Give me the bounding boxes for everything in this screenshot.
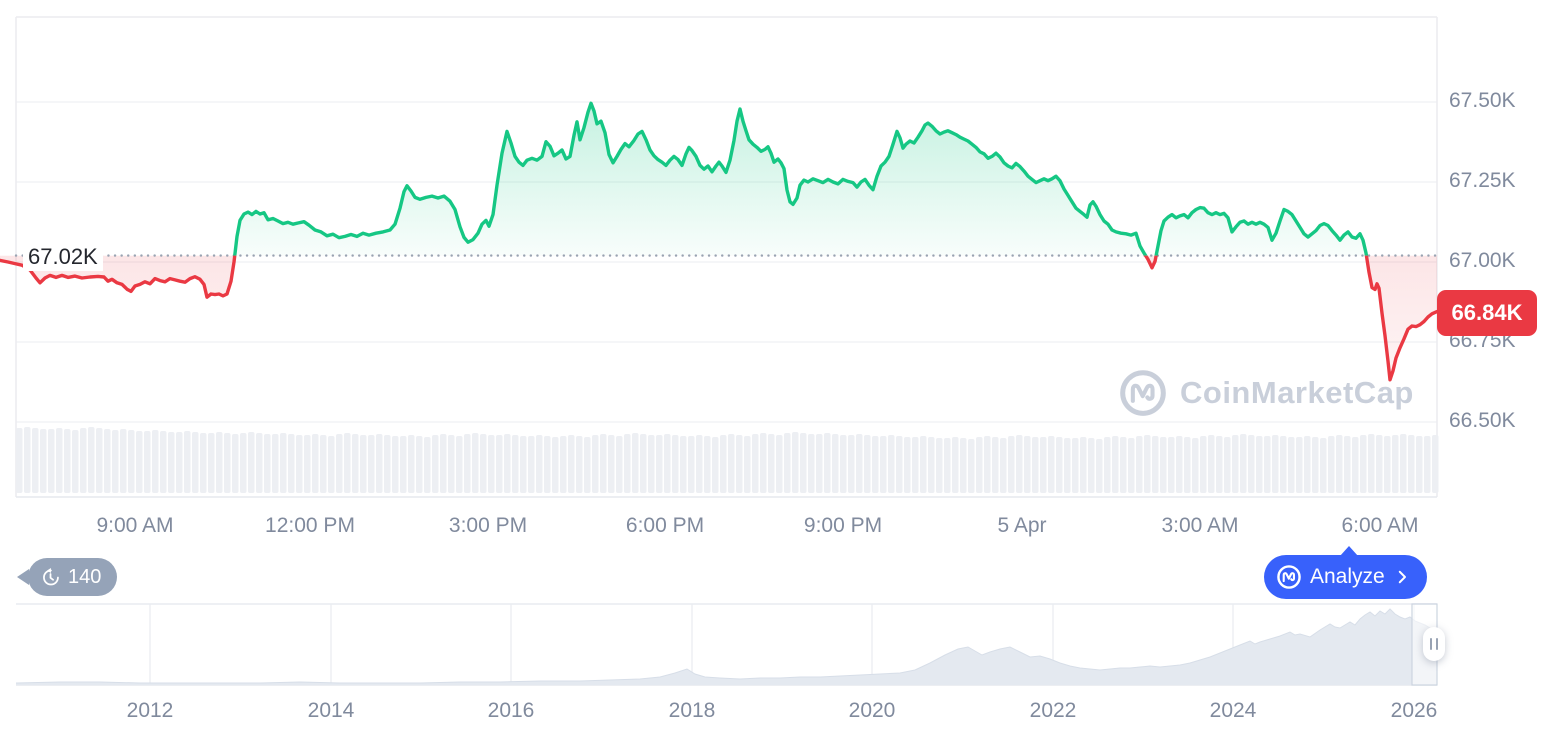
y-axis-tick: 66.50K — [1449, 409, 1516, 432]
navigator-year-tick: 2012 — [126, 699, 174, 722]
y-axis-tick: 67.00K — [1449, 249, 1516, 272]
y-axis-tick: 67.25K — [1449, 169, 1516, 192]
analyze-label: Analyze — [1310, 565, 1385, 588]
last-price-badge: 66.84K — [1437, 290, 1537, 337]
chevron-right-icon — [1398, 570, 1406, 584]
navigator-year-tick: 2024 — [1209, 699, 1257, 722]
y-axis-tick: 67.50K — [1449, 89, 1516, 112]
x-axis-tick: 12:00 PM — [265, 514, 355, 537]
navigator-year-tick: 2022 — [1029, 699, 1077, 722]
navigator-year-tick: 2016 — [487, 699, 535, 722]
history-count: 140 — [68, 565, 102, 588]
x-axis-tick: 9:00 PM — [803, 514, 883, 537]
watermark-text: CoinMarketCap — [1180, 375, 1414, 410]
price-chart-svg[interactable] — [0, 0, 1450, 500]
x-axis-tick: 5 Apr — [997, 514, 1047, 537]
navigator-year-tick: 2026 — [1390, 699, 1438, 722]
navigator-year-tick: 2020 — [848, 699, 896, 722]
cmc-logo-icon — [1277, 565, 1301, 589]
navigator-year-tick: 2014 — [307, 699, 355, 722]
navigator-handle[interactable] — [1423, 627, 1445, 661]
x-axis-tick: 6:00 PM — [625, 514, 705, 537]
pause-handle-icon — [1436, 638, 1438, 650]
history-count-badge[interactable]: 140 — [28, 558, 118, 596]
navigator-year-tick: 2018 — [668, 699, 716, 722]
x-axis-tick: 6:00 AM — [1341, 514, 1419, 537]
history-badge-arrow — [17, 569, 29, 585]
x-axis-tick: 3:00 PM — [448, 514, 528, 537]
coinmarketcap-watermark: CoinMarketCap — [1118, 368, 1414, 418]
open-price-label: 67.02K — [23, 242, 103, 271]
x-axis-tick: 9:00 AM — [96, 514, 174, 537]
analyze-button-arrow — [1340, 546, 1358, 556]
navigator-chart[interactable] — [0, 600, 1450, 700]
history-icon — [43, 567, 59, 585]
x-axis-tick: 3:00 AM — [1161, 514, 1239, 537]
pause-handle-icon — [1430, 638, 1432, 650]
analyze-button[interactable]: Analyze — [1264, 555, 1427, 599]
watermark-logo-icon — [1120, 370, 1166, 416]
